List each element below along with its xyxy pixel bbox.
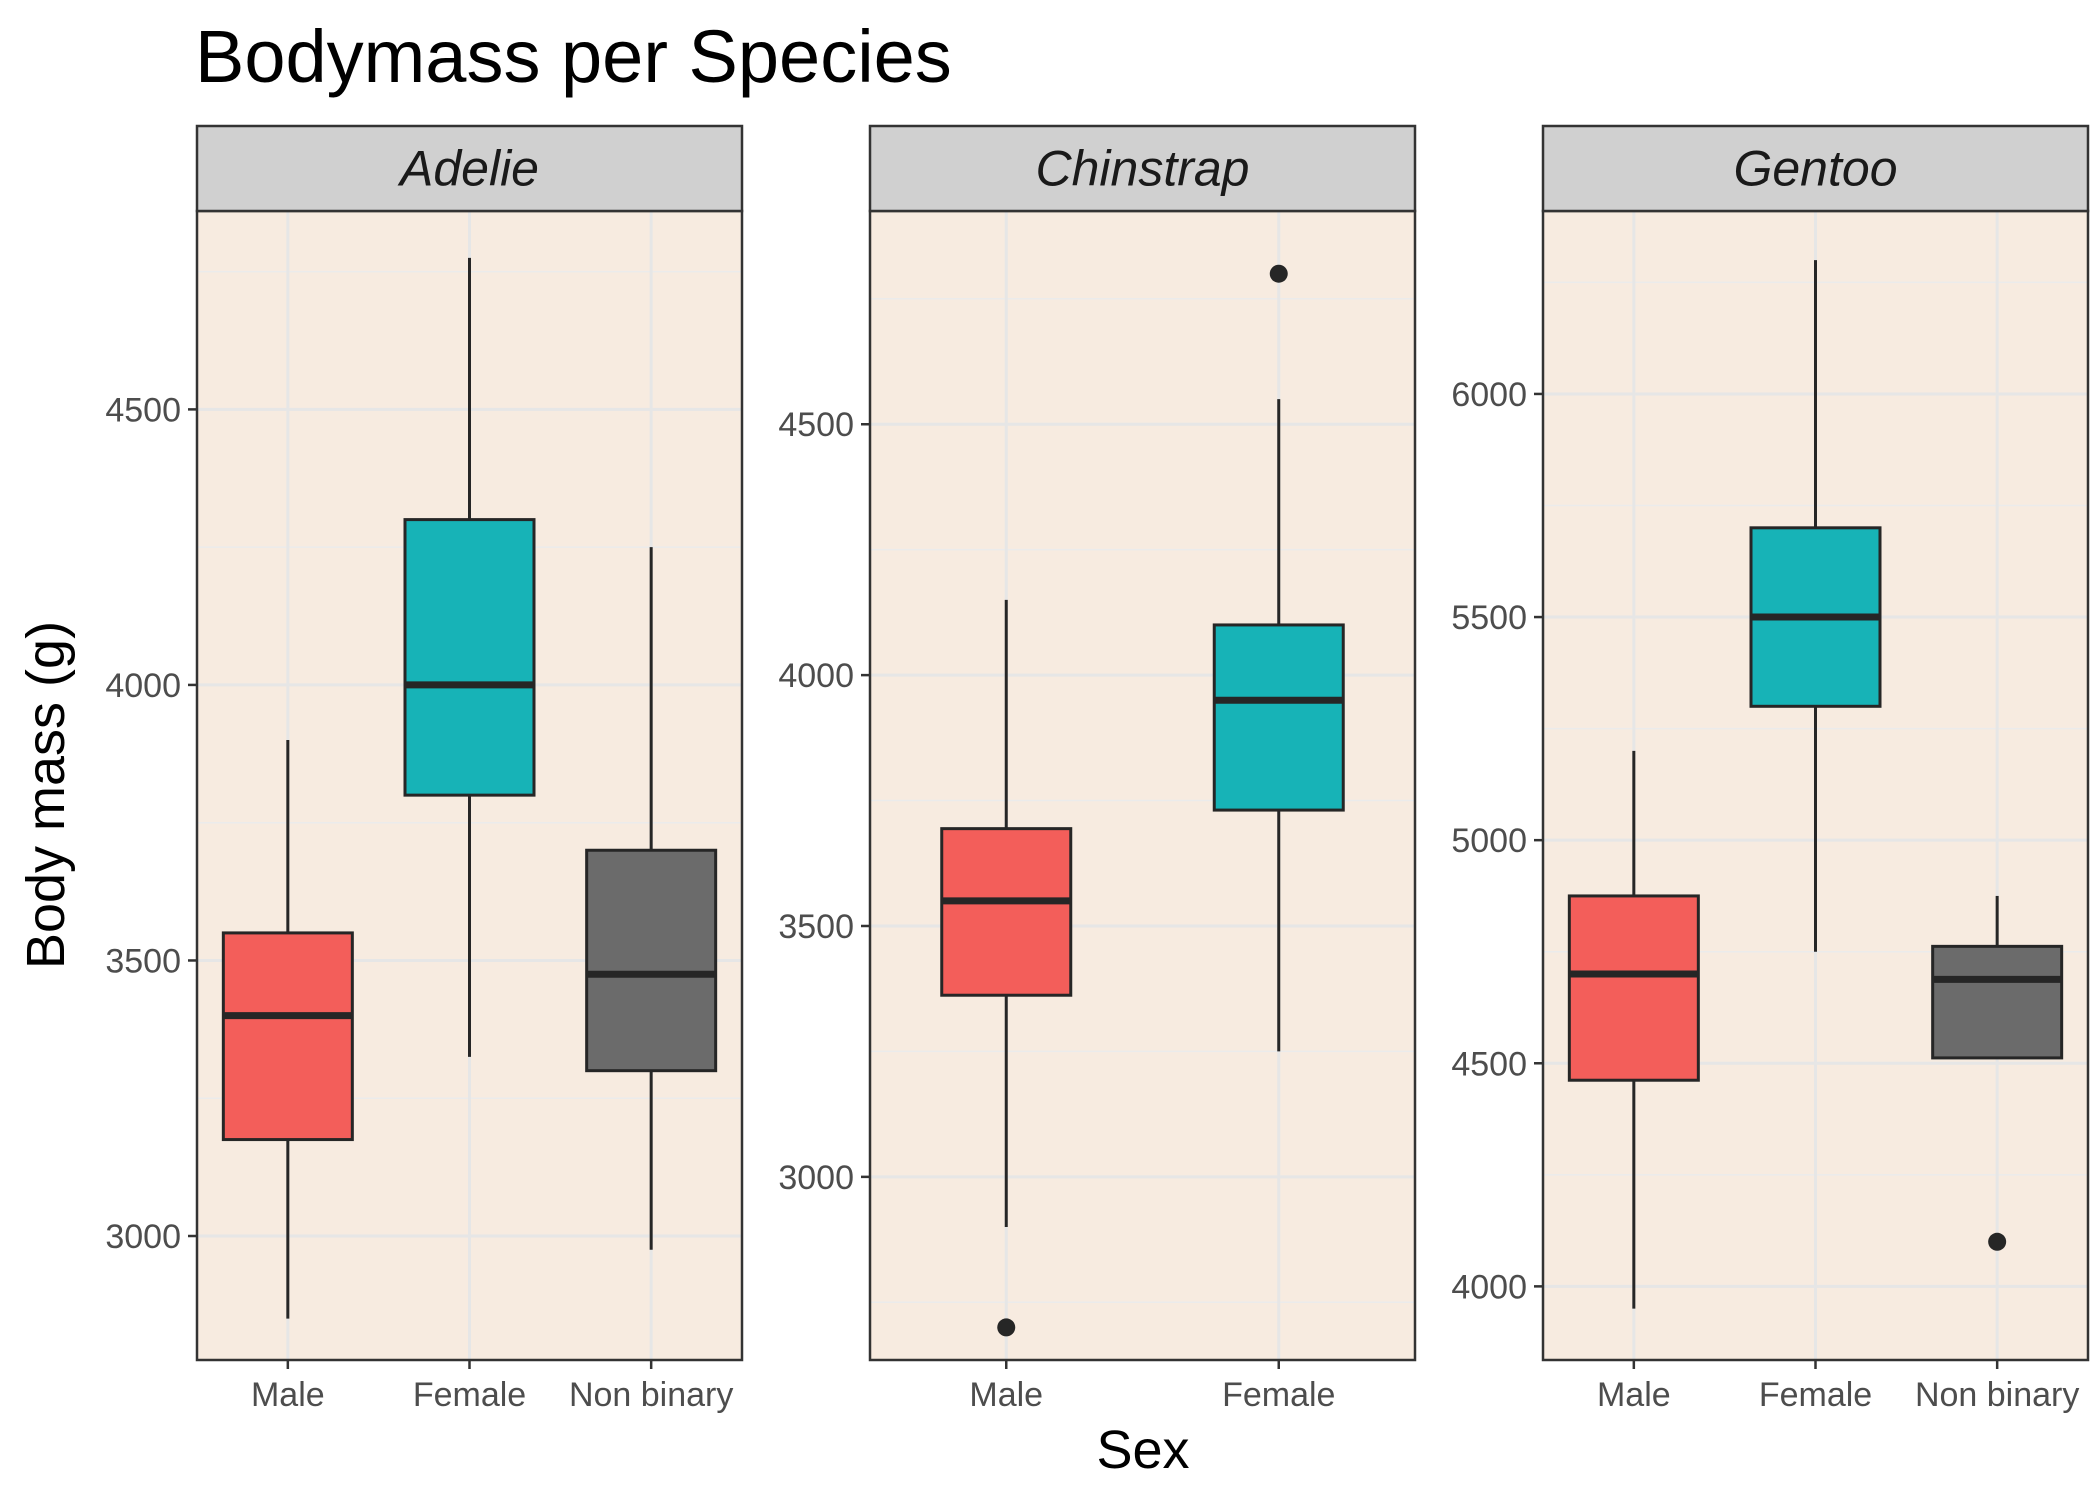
box-body [1567, 894, 1700, 1082]
x-axis-title: Sex [1096, 1420, 1189, 1480]
y-tick-label: 3500 [105, 942, 181, 980]
x-tick-label: Female [413, 1376, 526, 1414]
strip-background [868, 124, 1417, 213]
y-tick-label: 4000 [105, 667, 181, 705]
y-axis-title: Body mass (g) [16, 621, 76, 969]
box-male [221, 740, 354, 1319]
y-tick-label: 4500 [105, 391, 181, 429]
x-tick-label: Male [251, 1376, 325, 1414]
y-tick-label: 4000 [1451, 1268, 1527, 1306]
strip-background [195, 124, 744, 213]
box-body [1212, 623, 1345, 812]
x-tick-label: Male [1597, 1376, 1671, 1414]
y-tick-label: 4500 [778, 406, 854, 444]
x-tick-label: Female [1759, 1376, 1872, 1414]
facet-panels: Adelie 3000 3500 4000 4500 Male Female Non bina… [105, 124, 2090, 1414]
facet-panel-gentoo: Gentoo 4000 4500 5000 5500 6000 Male Female Non … [1451, 124, 2090, 1414]
box-body [940, 827, 1073, 997]
y-tick-label: 3000 [105, 1218, 181, 1256]
box-body [585, 848, 718, 1073]
y-tick-label: 4000 [778, 657, 854, 695]
x-tick-label: Female [1222, 1376, 1335, 1414]
facet-panel-chinstrap: Chinstrap 3000 3500 4000 4500 Male Female [778, 124, 1417, 1414]
box-non-binary [585, 547, 718, 1250]
box-female [403, 257, 536, 1057]
x-tick-label: Non binary [1915, 1376, 2079, 1414]
box-body [1931, 944, 2064, 1060]
x-tick-label: Male [969, 1376, 1043, 1414]
box-non-binary [1931, 895, 2064, 1251]
y-tick-label: 3500 [778, 908, 854, 946]
outlier-point [1269, 264, 1288, 283]
box-body [403, 518, 536, 797]
box-body [221, 931, 354, 1142]
box-female [1212, 264, 1345, 1052]
y-tick-label: 3000 [778, 1159, 854, 1197]
x-tick-label: Non binary [569, 1376, 733, 1414]
y-tick-label: 5000 [1451, 822, 1527, 860]
strip-label: Adelie [397, 141, 539, 197]
outlier-point [997, 1318, 1016, 1337]
facet-panel-adelie: Adelie 3000 3500 4000 4500 Male Female Non bina… [105, 124, 744, 1414]
y-tick-label: 4500 [1451, 1045, 1527, 1083]
outlier-point [1988, 1232, 2007, 1251]
strip-label: Gentoo [1733, 141, 1897, 197]
box-male [1567, 750, 1700, 1309]
y-tick-label: 6000 [1451, 376, 1527, 414]
box-female [1749, 260, 1882, 952]
strip-label: Chinstrap [1036, 141, 1250, 197]
chart-title: Bodymass per Species [195, 15, 952, 98]
strip-background [1541, 124, 2090, 213]
box-male [940, 599, 1073, 1337]
y-tick-label: 5500 [1451, 599, 1527, 637]
